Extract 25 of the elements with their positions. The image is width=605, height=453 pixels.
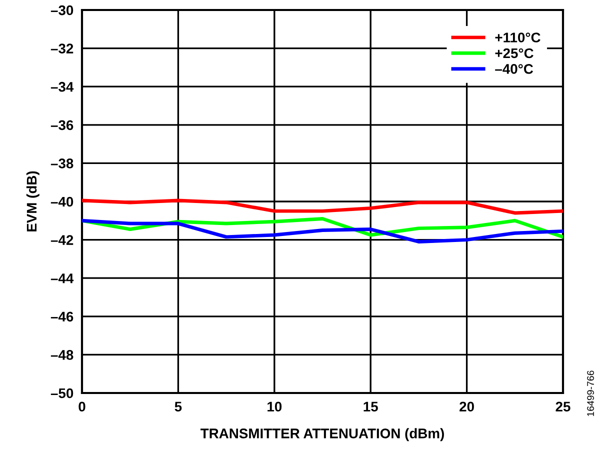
legend-label: +25°C — [495, 48, 534, 58]
y-tick-label: –50 — [50, 388, 74, 398]
x-tick-label: 15 — [364, 402, 378, 412]
y-tick-label: –38 — [50, 158, 74, 168]
y-tick-label: –34 — [50, 82, 74, 92]
y-tick-label: –30 — [50, 5, 74, 16]
x-tick-label: 20 — [460, 402, 474, 412]
y-tick-label: –42 — [50, 235, 74, 245]
line-series — [82, 218, 563, 244]
legend-label: +110°C — [495, 32, 540, 42]
legend-label: –40°C — [495, 64, 534, 74]
x-tick-label: 5 — [174, 402, 182, 412]
y-tick-label: –36 — [50, 120, 74, 130]
x-tick-label: 0 — [78, 402, 86, 412]
x-axis-title: TRANSMITTER ATTENUATION (dBm) — [200, 428, 444, 442]
line-series — [82, 198, 563, 215]
y-axis-title: EVM (dB) — [26, 171, 40, 232]
y-tick-label: –44 — [50, 274, 74, 284]
x-tick-label: 25 — [556, 402, 570, 412]
y-tick-label: –48 — [50, 350, 74, 360]
y-tick-label: –32 — [50, 44, 74, 54]
y-tick-label: –40 — [50, 196, 74, 207]
text: 16499-766 — [587, 370, 594, 416]
x-tick-label: 10 — [268, 402, 282, 412]
y-tick-label: –46 — [50, 312, 74, 322]
